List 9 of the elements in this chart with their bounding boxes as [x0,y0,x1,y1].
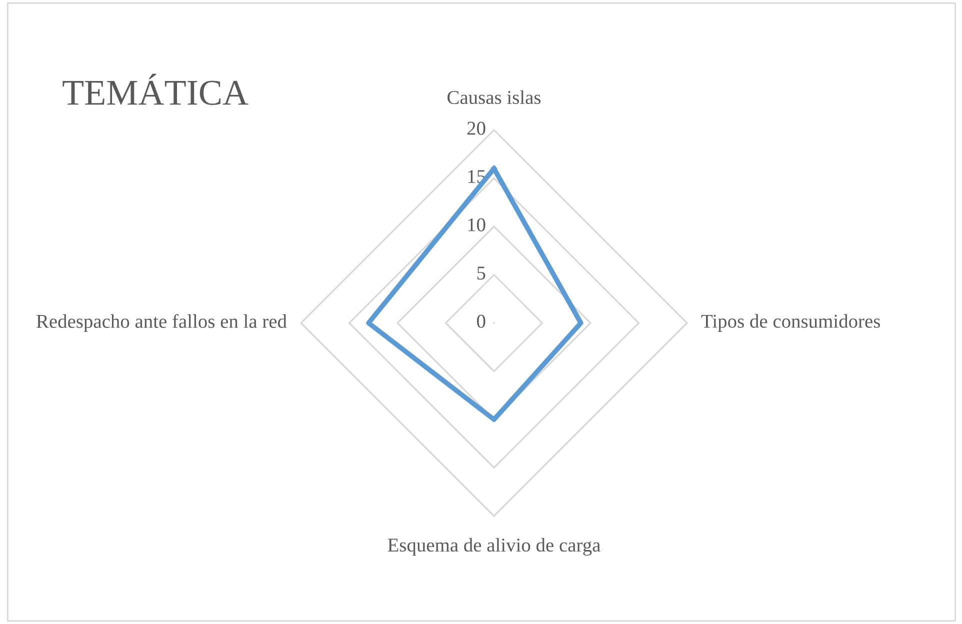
spoke-label: Tipos de consumidores [701,314,880,332]
chart-title: TEMÁTICA [62,74,248,106]
y-tick-label: 0 [477,314,486,328]
spoke-label: Redespacho ante fallos en la red [36,314,287,332]
y-tick-label: 5 [477,266,486,280]
y-tick-label: 20 [467,122,486,135]
y-tick-label: 10 [468,218,486,232]
spoke-label: Causas islas [448,90,541,104]
spoke-label: Esquema de alivio de carga [388,538,600,556]
